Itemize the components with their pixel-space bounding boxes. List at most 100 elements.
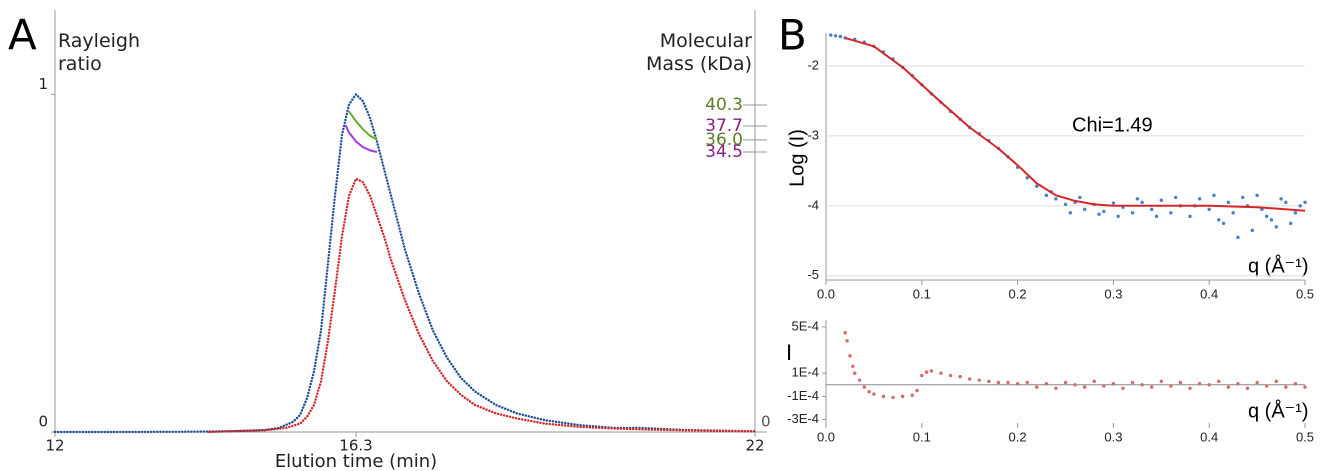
x-tick-label: 0.2 [1009,286,1027,301]
data-point [838,34,843,39]
data-point [1264,214,1269,219]
y-tick-label: -1E-4 [787,388,819,403]
data-point [1102,209,1106,214]
data-point [1111,381,1116,386]
data-point [1140,200,1144,205]
x-tick-label: 0.0 [817,429,835,444]
y-tick-label: -2 [807,57,819,72]
y-tick-label: -4 [807,197,819,212]
data-point [1169,384,1173,388]
y-axis-label: Log (I) [786,129,808,187]
annotation: Chi=1.49 [1072,114,1153,136]
data-point [1288,221,1293,226]
y2-tick-label: 40.3 [705,95,743,115]
data-point [1241,195,1245,200]
data-point [1116,214,1120,219]
data-point [848,354,852,358]
data-point [1250,228,1255,233]
data-point [996,380,1001,385]
data-point [1217,379,1221,384]
data-point [987,379,991,384]
data-point [1245,386,1250,390]
x-tick-label: 22 [745,437,764,455]
data-point [920,373,924,378]
data-point [1178,380,1183,385]
data-point [1274,379,1278,384]
data-point [1173,195,1178,200]
data-point [1006,380,1010,385]
data-point [1274,225,1278,229]
data-point [881,394,886,399]
line [344,124,378,153]
x-tick-label: 0.5 [1296,429,1314,444]
y2-axis-label: Molecular Mass (kDa) [646,30,752,75]
data-point [929,369,934,373]
x-tick-label: 0.4 [1200,286,1218,301]
data-point [1135,197,1140,201]
data-point [900,394,905,399]
data-point [1082,207,1087,212]
data-point [1236,235,1240,240]
data-point [1111,201,1116,205]
data-point [1284,200,1288,205]
data-point [1035,184,1039,188]
data-point [1063,380,1068,385]
data-point [1236,381,1240,386]
data-point [867,390,871,394]
data-point [1197,197,1202,201]
data-point [958,375,962,379]
data-point [977,378,981,382]
y-tick-label: -5 [807,267,819,282]
data-point [1188,386,1192,390]
data-point [1063,202,1068,207]
x-tick-label: 0.5 [1296,286,1314,301]
data-point [1207,207,1211,212]
data-point [1130,380,1135,385]
x-axis-label: q (Å⁻¹) [1248,399,1309,422]
data-point [843,331,847,335]
x-tick-label: 0.1 [913,286,931,301]
data-point [1212,193,1216,198]
data-point [1082,385,1087,389]
x-axis-label: q (Å⁻¹) [1248,254,1309,277]
x-tick-label: 0.2 [1009,429,1027,444]
x-axis-label: Elution time (min) [275,451,437,471]
data-point [1264,384,1269,388]
y-axis-label: Rayleigh ratio [58,30,141,75]
data-point [872,392,876,396]
data-point [1226,200,1231,205]
y-tick-label: 5E-4 [792,318,819,333]
panel-label: A [8,11,37,60]
data-point [1025,380,1029,385]
data-point [910,393,914,397]
data-point [948,373,953,378]
data-point [1140,383,1144,387]
dotted-line [53,93,757,434]
data-point [853,371,857,375]
data-point [1150,207,1154,212]
y2-tick-label: 37.7 [705,116,743,136]
data-point [924,370,929,374]
data-point [1221,221,1226,226]
line [844,36,1306,212]
data-point [1169,211,1173,215]
data-point [829,33,833,37]
x-tick-label: 0.4 [1200,429,1218,444]
x-tick-label: 0.1 [913,429,931,444]
data-point [1255,193,1259,198]
data-point [857,378,862,382]
data-point [1303,385,1307,389]
data-point [1102,384,1106,388]
y-tick-label: -3E-4 [787,411,819,426]
y2-tick-label: 34.5 [705,142,743,162]
x-tick-label: 0.3 [1104,429,1122,444]
data-point [1298,204,1302,208]
y-axis-label: I [786,340,792,365]
y2-tick-label: 36.0 [705,130,743,150]
data-point [1073,383,1077,387]
data-point [1130,211,1135,215]
x-tick-label: 16.3 [339,437,372,455]
data-point [1035,385,1039,389]
y2-tick-label: 0 [761,413,771,431]
